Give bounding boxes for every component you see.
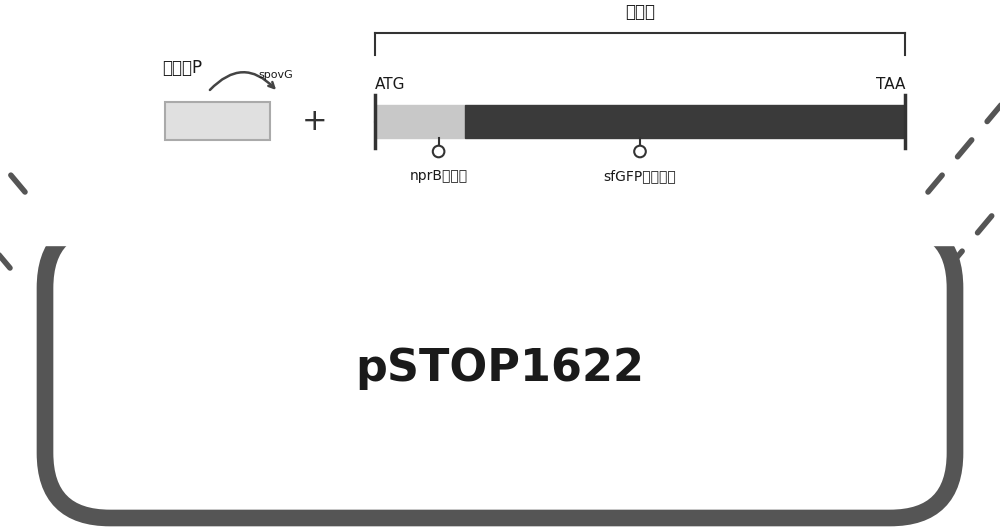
Circle shape	[433, 146, 444, 157]
Text: spovG: spovG	[258, 70, 293, 80]
Circle shape	[634, 146, 646, 157]
Text: 启动子P: 启动子P	[162, 59, 202, 77]
Bar	[465, 105, 905, 138]
Text: TAA: TAA	[876, 77, 905, 93]
Bar	[35, 195, 965, 245]
Text: +: +	[302, 108, 328, 137]
Text: 表达框: 表达框	[625, 4, 655, 22]
FancyBboxPatch shape	[165, 102, 270, 140]
Text: pSTOP1622: pSTOP1622	[356, 347, 644, 390]
Text: ATG: ATG	[375, 77, 406, 93]
Bar	[375, 105, 465, 138]
Text: nprB信号肽: nprB信号肽	[410, 170, 468, 183]
Text: sfGFP编码基因: sfGFP编码基因	[604, 170, 676, 183]
